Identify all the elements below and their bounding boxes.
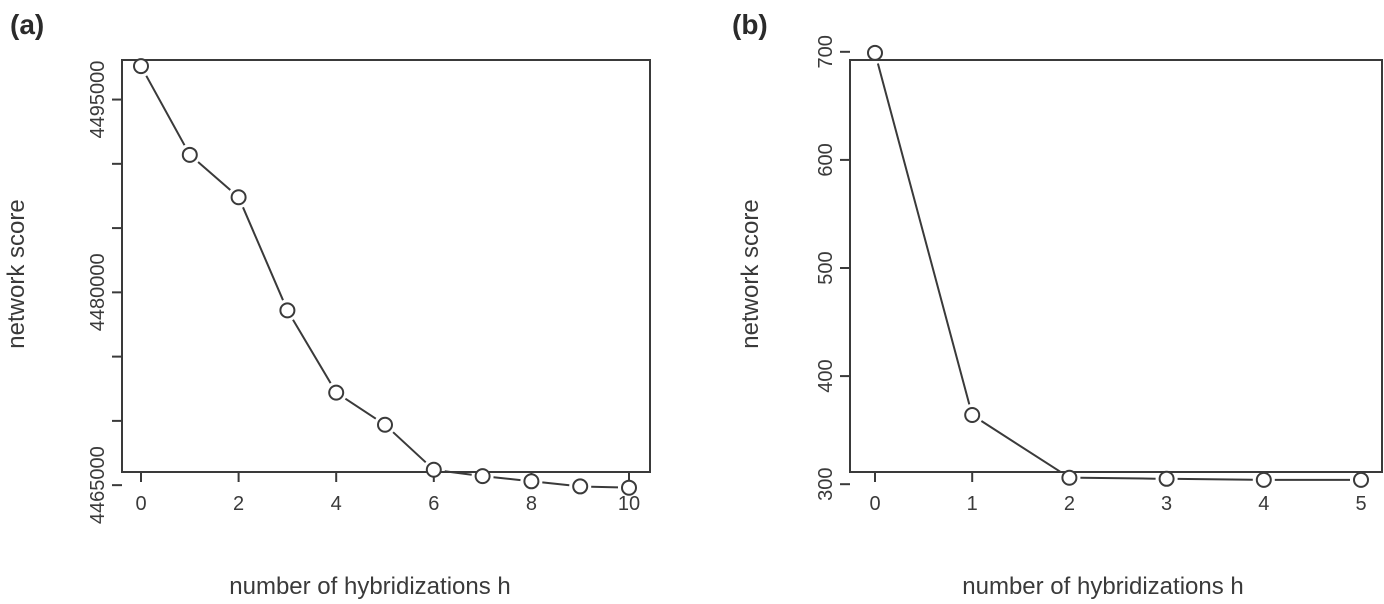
data-point: [867, 44, 883, 61]
panel-a-markers: [133, 58, 637, 496]
data-point: [1158, 470, 1175, 487]
y-tick-label: 700: [815, 35, 837, 68]
data-point: [425, 461, 442, 478]
data-point: [1061, 469, 1078, 486]
panel-b-label: (b): [732, 9, 768, 40]
data-point: [377, 416, 393, 433]
panel-a-x-axis: 0 2 4 6 8 10: [135, 472, 640, 515]
data-point: [523, 473, 540, 490]
x-tick-label: 5: [1355, 493, 1366, 515]
panel-a-y-axis-title: network score: [3, 199, 30, 348]
data-point: [1353, 471, 1369, 488]
y-tick-label: 600: [815, 143, 837, 176]
x-tick-label: 4: [331, 493, 342, 515]
x-tick-label: 6: [428, 493, 439, 515]
data-point: [474, 468, 491, 485]
x-tick-label: 0: [135, 493, 146, 515]
data-point: [181, 146, 198, 163]
y-tick-label: 400: [815, 359, 837, 392]
x-tick-label: 10: [618, 493, 640, 515]
data-point: [328, 384, 345, 401]
data-point: [964, 407, 981, 424]
y-tick-label: 4495000: [87, 61, 109, 139]
data-point: [279, 302, 296, 319]
x-tick-label: 8: [526, 493, 537, 515]
data-point: [1255, 471, 1272, 488]
y-tick-label: 500: [815, 251, 837, 284]
x-tick-label: 1: [967, 493, 978, 515]
panel-a-y-axis: 4465000 4480000 4495000: [87, 61, 122, 524]
panel-b-plot-frame: [849, 59, 1383, 473]
data-point: [621, 479, 637, 496]
y-tick-label: 300: [815, 468, 837, 501]
panel-a-label: (a): [10, 9, 44, 40]
data-point: [133, 58, 149, 75]
y-tick-label: 4465000: [87, 446, 109, 524]
x-tick-label: 0: [869, 493, 880, 515]
panel-a-series-line: [145, 75, 619, 489]
panel-b: (b) 0 1 2 3 4 5 300 400 500 600 700 number of hyb…: [732, 9, 1383, 600]
x-tick-label: 3: [1161, 493, 1172, 515]
data-point: [572, 478, 589, 495]
panel-a-plot-frame: [121, 59, 651, 473]
x-tick-label: 2: [233, 493, 244, 515]
data-point: [230, 189, 247, 206]
panel-b-y-axis-title: network score: [737, 199, 764, 348]
panel-a: (a) 0 2 4 6 8 10 4465000 4480000 4495000 number…: [3, 9, 651, 600]
panel-a-x-axis-title: number of hybridizations h: [229, 573, 510, 600]
x-tick-label: 2: [1064, 493, 1075, 515]
panel-b-markers: [867, 44, 1369, 488]
y-tick-label: 4480000: [87, 253, 109, 331]
panel-b-x-axis-title: number of hybridizations h: [962, 573, 1243, 600]
panel-b-series-line: [876, 63, 1350, 481]
x-tick-label: 4: [1258, 493, 1269, 515]
panel-b-y-axis: 300 400 500 600 700: [815, 35, 850, 501]
